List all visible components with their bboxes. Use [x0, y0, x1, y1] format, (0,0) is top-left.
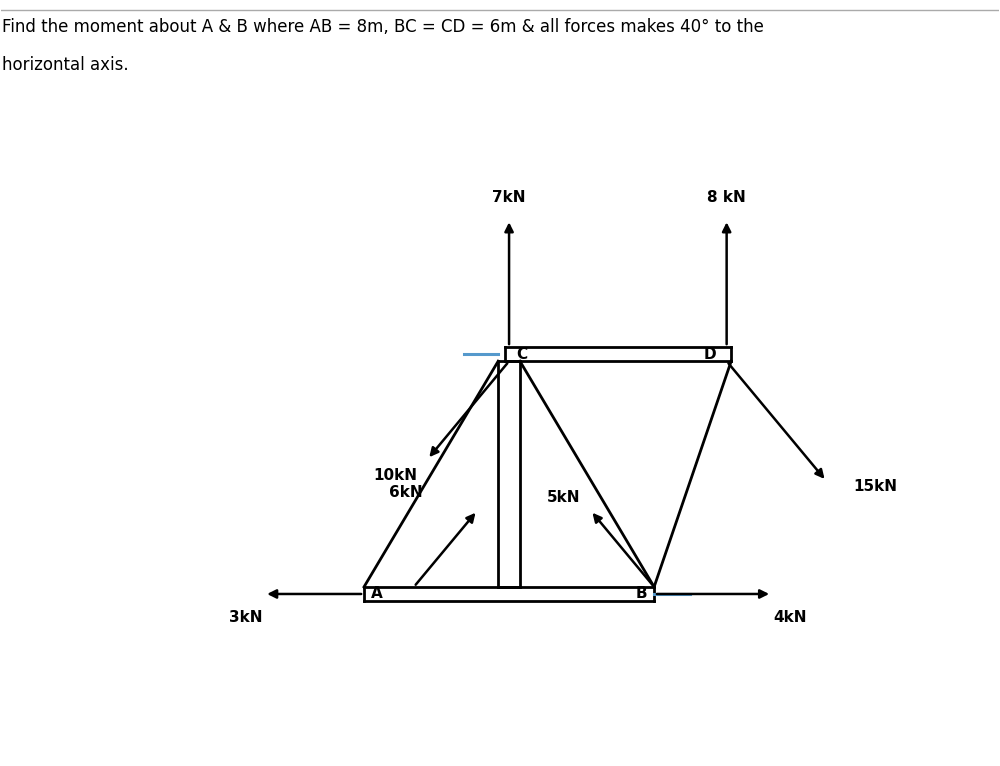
Text: 8 kN: 8 kN — [707, 190, 746, 205]
Text: 6kN: 6kN — [389, 485, 423, 499]
Text: 4kN: 4kN — [773, 610, 807, 625]
Text: 7kN: 7kN — [492, 190, 526, 205]
Text: 5kN: 5kN — [547, 490, 580, 505]
Text: 3kN: 3kN — [229, 610, 263, 625]
Text: C: C — [516, 346, 527, 362]
Text: 10kN: 10kN — [374, 468, 418, 483]
Text: 15kN: 15kN — [854, 479, 898, 494]
Text: D: D — [703, 346, 716, 362]
Text: Find the moment about A & B where AB = 8m, BC = CD = 6m & all forces makes 40° t: Find the moment about A & B where AB = 8… — [2, 18, 764, 36]
Text: A: A — [371, 587, 383, 601]
Text: B: B — [635, 587, 647, 601]
Text: horizontal axis.: horizontal axis. — [2, 56, 129, 74]
